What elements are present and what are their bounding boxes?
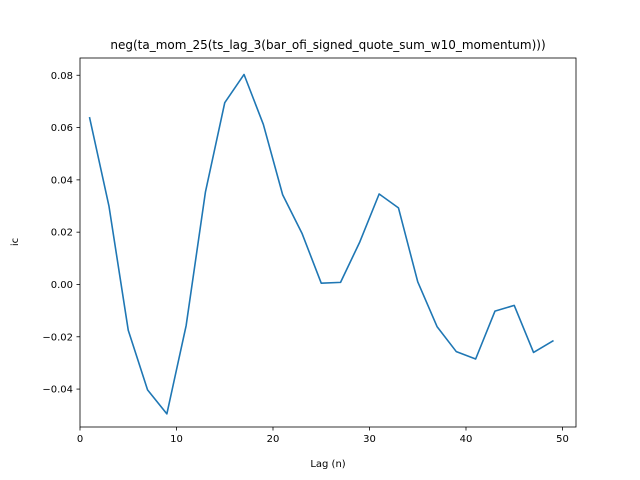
y-tick-label: 0.04 (51, 175, 73, 186)
series-layer (88, 73, 554, 415)
x-tick-label: 20 (267, 434, 280, 445)
x-axis-ticks: 0 10 20 30 40 50 (77, 427, 569, 445)
x-tick-label: 10 (170, 434, 183, 445)
x-tick-label: 30 (363, 434, 376, 445)
x-tick-label: 50 (556, 434, 569, 445)
y-tick-label: −0.04 (42, 385, 73, 396)
plot-area (80, 58, 576, 427)
y-tick-label: −0.02 (42, 332, 73, 343)
series-line (88, 73, 554, 415)
x-tick-label: 40 (460, 434, 473, 445)
y-tick-label: 0.06 (51, 123, 73, 134)
y-tick-label: 0.08 (51, 71, 73, 82)
plot-frame (79, 57, 577, 428)
y-axis-ticks: −0.04 −0.02 0.00 0.02 0.04 0.06 0.08 (42, 71, 80, 396)
x-tick-label: 0 (77, 434, 83, 445)
chart-title: neg(ta_mom_25(ts_lag_3(bar_ofi_signed_qu… (110, 38, 545, 52)
y-tick-label: 0.02 (51, 228, 73, 239)
x-axis-label: Lag (n) (310, 459, 345, 470)
y-tick-label: 0.00 (51, 280, 73, 291)
y-axis-label: ic (10, 238, 21, 246)
